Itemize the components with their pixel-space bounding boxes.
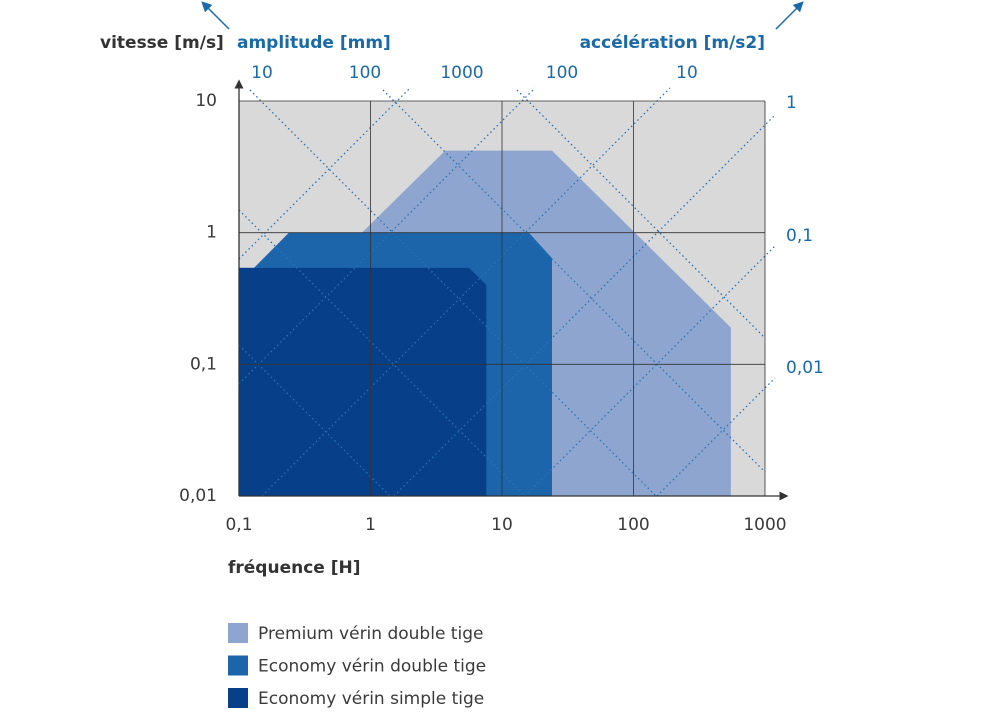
amplitude-title: amplitude [mm]	[237, 33, 391, 53]
amplitude-label: 100	[349, 63, 381, 83]
x-tick-label: 1	[365, 515, 376, 535]
acceleration-label: 10	[676, 63, 698, 83]
legend-swatch	[228, 688, 248, 708]
region	[239, 267, 487, 496]
acceleration-label: 1	[786, 93, 797, 113]
acceleration-label: 100	[546, 63, 578, 83]
legend-label: Economy vérin double tige	[258, 657, 486, 677]
acceleration-line	[261, 87, 671, 497]
legend-swatch	[228, 655, 248, 676]
acceleration-line	[524, 245, 776, 497]
acceleration-label: 0,01	[786, 358, 824, 378]
acceleration-title: accélération [m/s2]	[580, 33, 765, 53]
acceleration-label: 0,1	[786, 226, 813, 246]
legend-label: Economy vérin simple tige	[258, 689, 484, 709]
legend-label: Premium vérin double tige	[258, 624, 483, 644]
amplitude-label: 10	[251, 63, 273, 83]
y-tick-label: 10	[195, 91, 217, 111]
amplitude-arrow	[201, 1, 230, 30]
legend-swatch	[228, 623, 248, 643]
amplitude-label: 1000	[440, 63, 483, 83]
y-tick-label: 1	[206, 223, 217, 243]
x-axis-title: fréquence [H]	[228, 558, 361, 578]
y-axis-title: vitesse [m/s]	[100, 33, 224, 53]
x-tick-label: 1000	[743, 515, 786, 535]
x-tick-label: 100	[617, 515, 649, 535]
x-tick-label: 0,1	[225, 515, 252, 535]
amplitude-line	[249, 89, 657, 497]
acceleration-line	[656, 377, 776, 497]
y-tick-label: 0,01	[179, 486, 217, 506]
x-tick-label: 10	[491, 515, 513, 535]
acceleration-arrow	[775, 1, 804, 30]
amplitude-line	[382, 89, 766, 473]
y-tick-label: 0,1	[190, 354, 217, 374]
